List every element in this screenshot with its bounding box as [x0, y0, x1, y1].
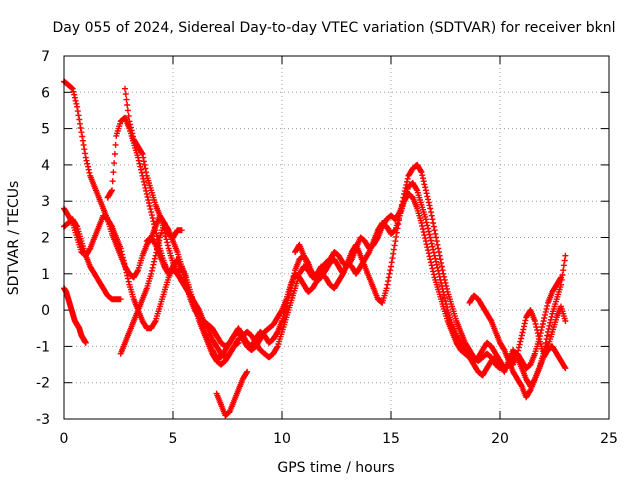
- series-track-i: [213, 368, 251, 419]
- y-tick-label: 1: [41, 267, 50, 283]
- x-tick-label: 5: [169, 431, 178, 447]
- data-point-markers: [292, 161, 503, 372]
- y-tick-label: -3: [36, 412, 50, 428]
- y-tick-label: 5: [41, 122, 50, 138]
- y-tick-label: -2: [36, 376, 50, 392]
- y-tick-label: 0: [41, 303, 50, 319]
- data-point-markers: [213, 368, 251, 419]
- x-tick-label: 10: [273, 431, 291, 447]
- series-track-h: [143, 212, 185, 245]
- x-tick-label: 25: [600, 431, 618, 447]
- x-tick-label: 20: [491, 431, 509, 447]
- series-track-j: [292, 161, 503, 372]
- chart-title: Day 055 of 2024, Sidereal Day-to-day VTE…: [53, 20, 616, 36]
- grid-lines: [63, 55, 610, 420]
- data-point-markers: [510, 303, 569, 368]
- data-point-markers: [143, 212, 185, 245]
- x-tick-label: 0: [60, 431, 69, 447]
- y-tick-label: 6: [41, 85, 50, 101]
- x-axis-label: GPS time / hours: [277, 460, 394, 476]
- y-tick-label: 3: [41, 194, 50, 210]
- x-tick-label: 15: [382, 431, 400, 447]
- y-tick-label: -1: [36, 339, 50, 355]
- plot-frame: [63, 55, 610, 420]
- series-track-l: [510, 303, 569, 368]
- y-tick-label: 7: [41, 49, 50, 65]
- y-tick-label: 2: [41, 231, 50, 247]
- y-tick-label: 4: [41, 158, 50, 174]
- y-axis-label: SDTVAR / TECUs: [6, 181, 22, 296]
- data-points: [61, 78, 569, 419]
- tick-labels: -3 -2 -1 0 1 2 3 4 5 6 7 0 5 10 15 20 25: [36, 49, 618, 447]
